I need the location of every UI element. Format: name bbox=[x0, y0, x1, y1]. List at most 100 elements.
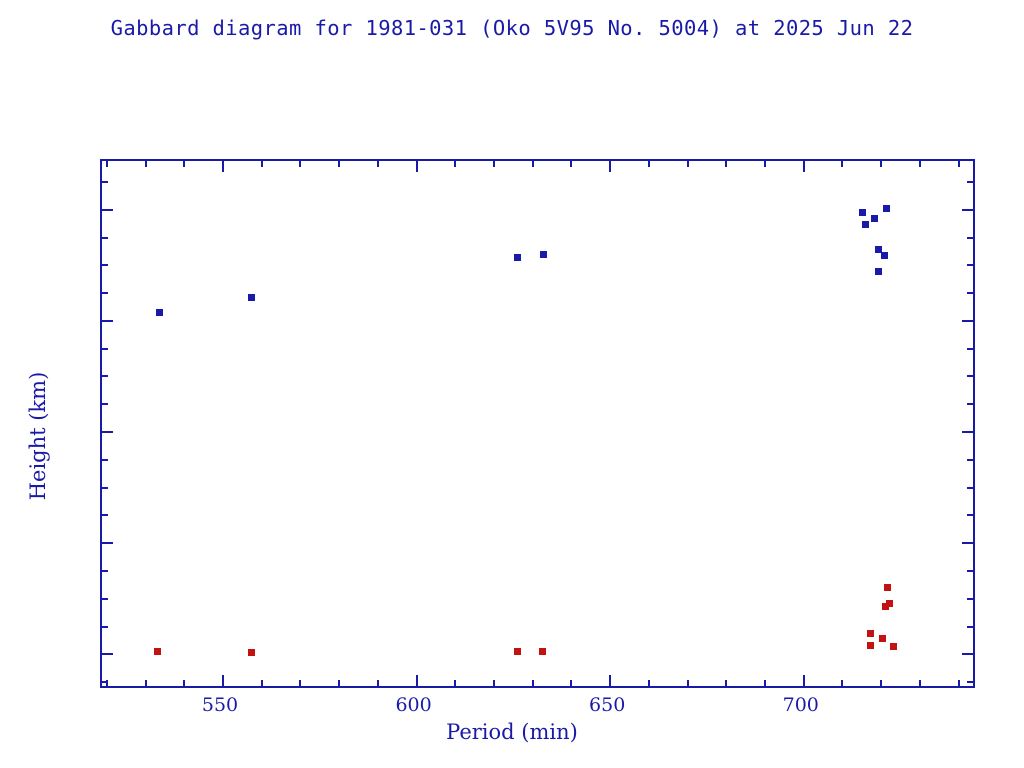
x-tick-minor bbox=[144, 680, 147, 686]
x-tick-top bbox=[531, 161, 534, 167]
y-tick-minor bbox=[102, 403, 108, 406]
x-tick-minor bbox=[570, 680, 573, 686]
x-tick-major bbox=[222, 675, 225, 686]
y-tick-right bbox=[962, 208, 973, 211]
y-tick-minor bbox=[102, 347, 108, 350]
x-axis-title: Period (min) bbox=[446, 720, 578, 744]
x-tick-major bbox=[609, 675, 612, 686]
y-tick-right bbox=[967, 181, 973, 183]
y-tick-right bbox=[967, 514, 973, 517]
data-point-perigee bbox=[881, 602, 889, 610]
page-title: Gabbard diagram for 1981-031 (Oko 5V95 N… bbox=[110, 16, 914, 40]
y-tick-right bbox=[967, 236, 973, 239]
x-tick-top bbox=[570, 161, 573, 167]
x-tick-top bbox=[144, 161, 147, 167]
x-tick-minor bbox=[183, 680, 186, 686]
y-tick-major bbox=[102, 208, 113, 211]
data-point-perigee bbox=[889, 642, 897, 650]
data-point-perigee bbox=[539, 647, 547, 655]
y-tick-right bbox=[962, 542, 973, 545]
x-tick-top bbox=[338, 161, 341, 167]
y-tick-right bbox=[967, 347, 973, 350]
x-tick-top bbox=[260, 161, 263, 167]
x-tick-label: 700 bbox=[782, 694, 819, 716]
x-tick-minor bbox=[764, 680, 767, 686]
x-tick-minor bbox=[725, 680, 728, 686]
data-point-perigee bbox=[878, 634, 886, 642]
y-tick-minor bbox=[102, 569, 108, 572]
y-tick-right bbox=[967, 569, 973, 572]
x-tick-top bbox=[880, 161, 883, 167]
x-tick-minor bbox=[376, 680, 379, 686]
data-point-perigee bbox=[885, 599, 893, 607]
data-point-apogee bbox=[881, 252, 889, 260]
y-tick-minor bbox=[102, 375, 108, 378]
data-point-apogee bbox=[882, 205, 890, 213]
data-point-apogee bbox=[861, 221, 869, 229]
x-tick-minor bbox=[918, 680, 921, 686]
x-tick-top bbox=[918, 161, 921, 167]
x-tick-minor bbox=[338, 680, 341, 686]
data-point-perigee bbox=[248, 648, 256, 656]
x-tick-minor bbox=[841, 680, 844, 686]
data-point-perigee bbox=[154, 647, 162, 655]
x-tick-minor bbox=[454, 680, 457, 686]
plot-frame bbox=[100, 159, 975, 688]
y-tick-right bbox=[967, 486, 973, 489]
x-tick-top bbox=[686, 161, 689, 167]
data-point-apogee bbox=[540, 251, 548, 259]
y-tick-major bbox=[102, 319, 113, 322]
x-tick-top bbox=[105, 161, 108, 167]
x-tick-top bbox=[454, 161, 457, 167]
x-tick-label: 650 bbox=[589, 694, 626, 716]
y-tick-right bbox=[967, 625, 973, 628]
x-tick-top bbox=[493, 161, 496, 167]
y-tick-right bbox=[967, 597, 973, 600]
x-tick-minor bbox=[647, 680, 650, 686]
y-tick-right bbox=[967, 681, 973, 684]
x-tick-minor bbox=[260, 680, 263, 686]
plot-area bbox=[102, 161, 973, 686]
y-tick-minor bbox=[102, 292, 108, 295]
y-tick-minor bbox=[102, 514, 108, 517]
y-tick-right bbox=[967, 375, 973, 378]
data-point-apogee bbox=[248, 294, 256, 302]
y-tick-minor bbox=[102, 597, 108, 600]
y-axis-title: Height (km) bbox=[26, 371, 50, 501]
x-tick-top bbox=[802, 161, 805, 172]
x-tick-minor bbox=[880, 680, 883, 686]
x-tick-major bbox=[802, 675, 805, 686]
data-point-apogee bbox=[875, 246, 883, 254]
y-tick-major bbox=[102, 431, 113, 434]
x-tick-minor bbox=[299, 680, 302, 686]
data-point-apogee bbox=[875, 267, 883, 275]
x-tick-top bbox=[376, 161, 379, 167]
y-tick-right bbox=[967, 403, 973, 406]
y-tick-right bbox=[967, 292, 973, 295]
x-tick-major bbox=[415, 675, 418, 686]
y-tick-right bbox=[962, 653, 973, 656]
y-tick-major bbox=[102, 542, 113, 545]
data-point-apogee bbox=[871, 215, 879, 223]
data-point-apogee bbox=[514, 254, 522, 262]
x-tick-top bbox=[222, 161, 225, 172]
x-tick-top bbox=[764, 161, 767, 167]
data-point-perigee bbox=[514, 647, 522, 655]
x-tick-minor bbox=[531, 680, 534, 686]
y-tick-minor bbox=[102, 236, 108, 239]
y-tick-minor bbox=[102, 486, 108, 489]
y-tick-right bbox=[962, 431, 973, 434]
y-tick-right bbox=[967, 458, 973, 461]
y-tick-right bbox=[962, 319, 973, 322]
data-point-perigee bbox=[883, 583, 891, 591]
y-tick-right bbox=[967, 264, 973, 267]
y-tick-minor bbox=[102, 681, 108, 684]
y-tick-minor bbox=[102, 458, 108, 461]
x-tick-top bbox=[183, 161, 186, 167]
x-tick-top bbox=[299, 161, 302, 167]
x-tick-top bbox=[609, 161, 612, 172]
x-tick-label: 550 bbox=[201, 694, 239, 716]
x-tick-minor bbox=[686, 680, 689, 686]
data-point-perigee bbox=[866, 629, 874, 637]
